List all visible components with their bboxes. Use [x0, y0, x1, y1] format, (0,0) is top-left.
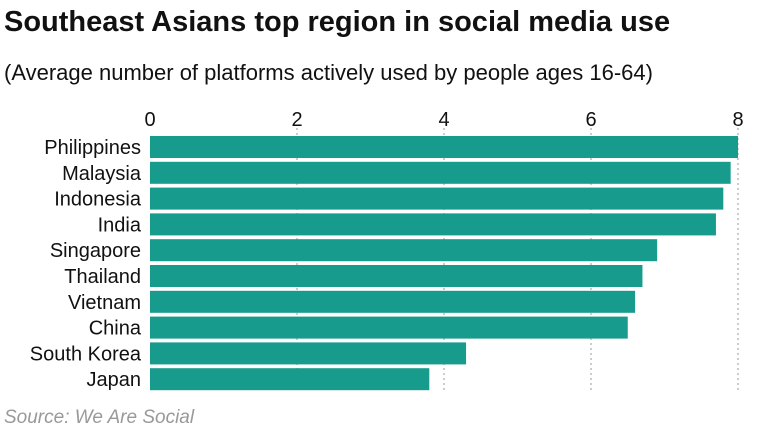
category-label: Thailand: [64, 266, 141, 288]
bar: [150, 342, 467, 365]
bar: [150, 187, 724, 210]
x-tick-label: 2: [291, 109, 302, 131]
bar: [150, 368, 430, 391]
x-tick-label: 4: [438, 109, 449, 131]
category-label: Philippines: [44, 137, 141, 159]
bar: [150, 161, 731, 184]
category-label: Malaysia: [62, 163, 142, 185]
x-tick-label: 8: [732, 109, 743, 131]
source-note: Source: We Are Social: [4, 407, 195, 428]
bar: [150, 213, 716, 236]
bar: [150, 239, 658, 262]
x-axis-ticks: 0 2 4 6 8: [144, 109, 743, 131]
x-tick-label: 6: [585, 109, 596, 131]
bar: [150, 136, 738, 158]
bar: [150, 290, 636, 313]
bars: [150, 136, 738, 391]
category-label: India: [98, 214, 142, 236]
x-tick-label: 0: [144, 109, 155, 131]
category-label: Japan: [87, 369, 142, 391]
category-label: Indonesia: [54, 189, 142, 211]
bar: [150, 316, 628, 339]
category-label: Vietnam: [68, 292, 141, 314]
category-label: China: [89, 318, 142, 340]
bar: [150, 265, 643, 287]
chart-title: Southeast Asians top region in social me…: [4, 6, 671, 38]
category-labels: Philippines Malaysia Indonesia India Singapo…: [30, 137, 142, 391]
category-label: South Korea: [30, 343, 142, 365]
chart-subtitle: (Average number of platforms actively us…: [4, 60, 653, 85]
category-label: Singapore: [50, 240, 141, 262]
